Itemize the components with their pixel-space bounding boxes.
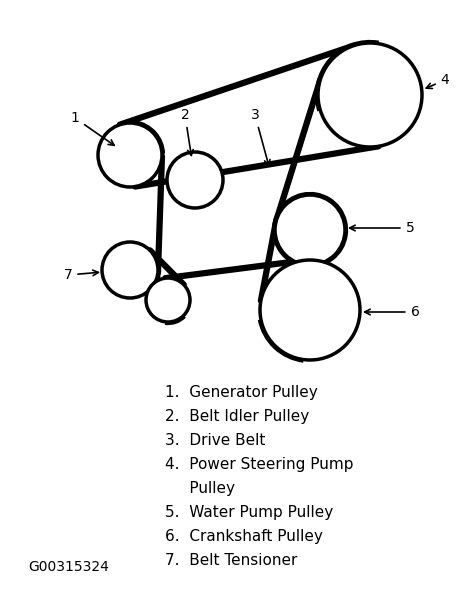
Circle shape bbox=[275, 195, 345, 265]
Text: 6: 6 bbox=[365, 305, 419, 319]
Text: 2.  Belt Idler Pulley: 2. Belt Idler Pulley bbox=[165, 409, 309, 424]
Circle shape bbox=[146, 278, 190, 322]
Text: 4.  Power Steering Pump: 4. Power Steering Pump bbox=[165, 457, 354, 472]
Text: 7.  Belt Tensioner: 7. Belt Tensioner bbox=[165, 553, 297, 568]
Circle shape bbox=[167, 152, 223, 208]
Text: 7: 7 bbox=[64, 268, 99, 282]
Text: 5: 5 bbox=[350, 221, 414, 235]
Text: 2: 2 bbox=[181, 108, 193, 155]
Text: 6.  Crankshaft Pulley: 6. Crankshaft Pulley bbox=[165, 529, 323, 544]
Text: 1: 1 bbox=[71, 111, 114, 145]
Text: 3: 3 bbox=[251, 108, 270, 166]
Text: 3.  Drive Belt: 3. Drive Belt bbox=[165, 433, 265, 448]
Circle shape bbox=[260, 260, 360, 360]
Text: 4: 4 bbox=[426, 73, 449, 88]
Text: G00315324: G00315324 bbox=[28, 560, 109, 574]
Text: 5.  Water Pump Pulley: 5. Water Pump Pulley bbox=[165, 505, 333, 520]
Circle shape bbox=[318, 43, 422, 147]
Text: 1.  Generator Pulley: 1. Generator Pulley bbox=[165, 385, 318, 400]
Circle shape bbox=[98, 123, 162, 187]
Text: Pulley: Pulley bbox=[165, 481, 235, 496]
Circle shape bbox=[102, 242, 158, 298]
